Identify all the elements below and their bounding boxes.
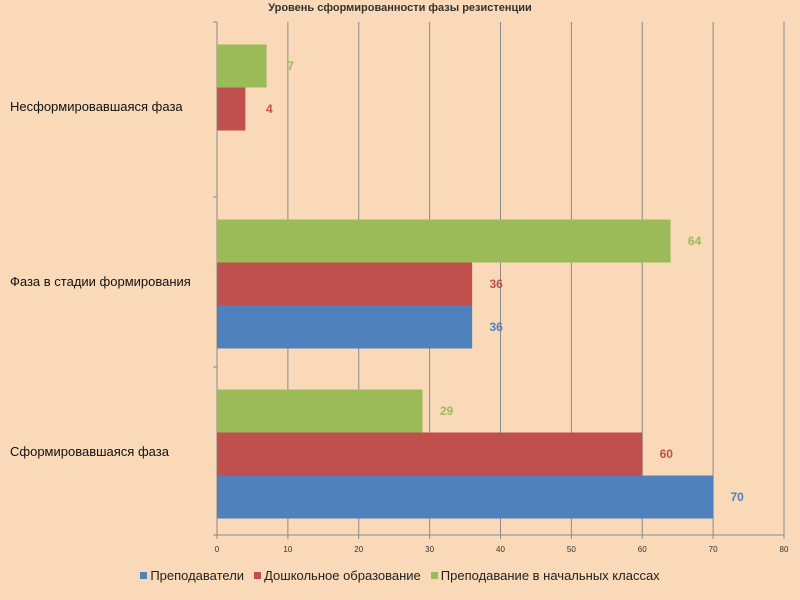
x-tick-label: 50 xyxy=(567,545,576,554)
bars xyxy=(217,44,714,519)
category-labels: Несформировавшаяся фаза Фаза в стадии фор… xyxy=(10,99,191,459)
x-tick-label: 10 xyxy=(283,545,292,554)
legend-swatch xyxy=(430,572,438,579)
x-tick-label: 30 xyxy=(425,545,434,554)
x-tick-label: 80 xyxy=(780,545,789,554)
data-labels: 4 7 36 36 64 70 60 29 xyxy=(266,59,744,504)
data-label: 29 xyxy=(440,404,454,418)
category-label: Несформировавшаяся фаза xyxy=(10,99,183,114)
legend: Преподаватели Дошкольное образование Препо… xyxy=(0,568,800,583)
data-label: 36 xyxy=(489,277,503,291)
bar xyxy=(217,44,267,88)
legend-item: Преподавание в начальных классах xyxy=(430,568,660,583)
legend-label: Преподаватели xyxy=(150,568,245,583)
x-tick-label: 20 xyxy=(354,545,363,554)
x-tick-label: 70 xyxy=(709,545,718,554)
legend-item: Дошкольное образование xyxy=(254,568,421,583)
chart-title: Уровень сформированности фазы резистенци… xyxy=(268,2,532,14)
data-label: 60 xyxy=(660,447,674,461)
bar xyxy=(217,305,473,349)
data-label: 4 xyxy=(266,102,273,116)
data-label: 7 xyxy=(287,59,294,73)
data-label: 70 xyxy=(730,490,744,504)
bar xyxy=(217,87,246,131)
data-label: 36 xyxy=(489,320,503,334)
bar xyxy=(217,389,423,433)
x-tick-label: 60 xyxy=(638,545,647,554)
legend-swatch xyxy=(254,572,262,579)
x-tick-label: 0 xyxy=(215,545,220,554)
x-tick-label: 40 xyxy=(496,545,505,554)
bar xyxy=(217,262,473,306)
bar xyxy=(217,475,714,519)
legend-item: Преподаватели xyxy=(140,568,244,583)
legend-label: Преподавание в начальных классах xyxy=(440,568,660,583)
bar xyxy=(217,219,671,263)
category-label: Сформировавшаяся фаза xyxy=(10,444,170,459)
legend-label: Дошкольное образование xyxy=(264,568,421,583)
category-label: Фаза в стадии формирования xyxy=(10,274,191,289)
tick-labels: 0 10 20 30 40 50 60 70 80 xyxy=(215,545,789,554)
data-label: 64 xyxy=(688,234,702,248)
bar xyxy=(217,432,643,476)
legend-swatch xyxy=(140,572,148,579)
